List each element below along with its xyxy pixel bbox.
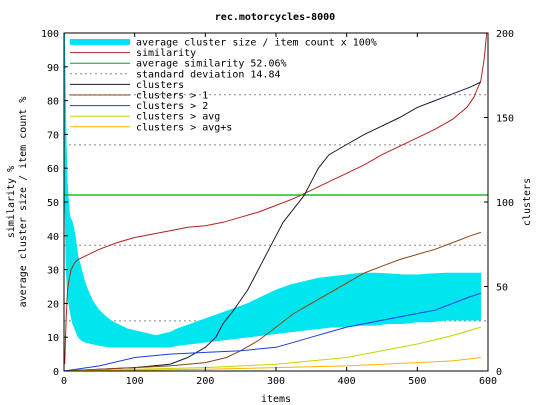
- legend-label: clusters > 2: [136, 101, 208, 112]
- y-tick-label: 70: [47, 130, 59, 141]
- y-tick-label: 0: [53, 367, 59, 378]
- x-tick-label: 0: [61, 376, 67, 387]
- y2-tick-label: 200: [496, 29, 514, 40]
- y-tick-label: 50: [47, 198, 59, 209]
- legend-label: clusters > avg+s: [136, 122, 232, 133]
- series-cluster-size-fill: [64, 32, 482, 348]
- legend-label: average similarity 52.06%: [136, 59, 287, 70]
- y2-tick-label: 50: [496, 283, 508, 294]
- y2-tick-label: 0: [496, 367, 502, 378]
- series-line-7: [63, 326, 482, 372]
- x-axis-ticks: 0 100 200 300 400 500 600: [61, 33, 497, 387]
- series-line-6: [63, 292, 482, 372]
- y-tick-label: 30: [47, 266, 59, 277]
- x-tick-label: 400: [338, 376, 356, 387]
- y-axis-ticks: 0 10 20 30 40 50 60 70 80 90 100: [41, 29, 68, 378]
- x-axis-label: items: [261, 394, 291, 405]
- legend-label: standard deviation 14.84: [136, 69, 281, 80]
- x-tick-label: 500: [408, 376, 426, 387]
- legend-label: similarity: [136, 48, 196, 59]
- legend-label: clusters > 1: [136, 91, 208, 102]
- x-tick-label: 300: [267, 376, 285, 387]
- y-axis-label-inner: similarity %: [6, 166, 17, 238]
- y-tick-label: 80: [47, 97, 59, 108]
- y-axis-label-outer: average cluster size / item count %: [18, 97, 29, 308]
- y-tick-label: 10: [47, 333, 59, 344]
- x-tick-label: 100: [126, 376, 144, 387]
- y-tick-label: 60: [47, 164, 59, 175]
- series-line-5: [63, 231, 482, 372]
- y2-axis-ticks: 0 50 100 150 200: [484, 29, 514, 378]
- chart-title: rec.motorcycles-8000: [215, 12, 335, 23]
- y2-axis-label: clusters: [522, 178, 533, 226]
- series-line-8: [63, 357, 481, 372]
- legend: average cluster size / item count x 100%…: [70, 38, 377, 133]
- x-tick-label: 600: [479, 376, 497, 387]
- series-line-1: [64, 32, 488, 365]
- legend-label: clusters > avg: [136, 112, 220, 123]
- y2-tick-label: 150: [496, 114, 514, 125]
- x-tick-label: 200: [196, 376, 214, 387]
- y-tick-label: 90: [47, 63, 59, 74]
- legend-swatch: [70, 39, 130, 45]
- series-lines: [63, 32, 488, 372]
- y-tick-label: 40: [47, 232, 59, 243]
- y2-tick-label: 100: [496, 198, 514, 209]
- y-tick-label: 20: [47, 299, 59, 310]
- y-tick-label: 100: [41, 29, 59, 40]
- legend-label: average cluster size / item count x 100%: [136, 38, 377, 49]
- legend-label: clusters: [136, 80, 184, 91]
- series-line-4: [63, 81, 482, 372]
- cluster-size-band: [64, 32, 482, 348]
